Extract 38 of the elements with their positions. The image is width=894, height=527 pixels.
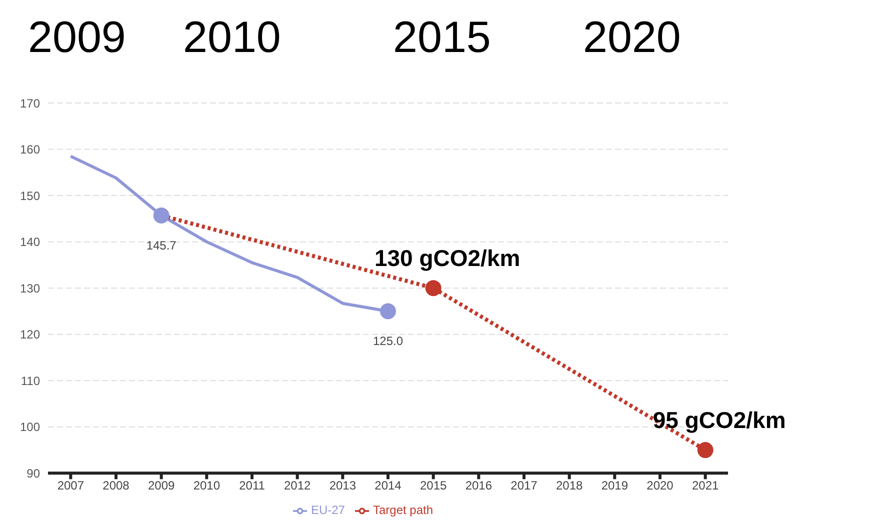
y-tick-label: 130 — [20, 281, 40, 296]
point — [380, 303, 396, 320]
legend-label: Target path — [372, 503, 434, 518]
data-label: 125.0 — [372, 334, 404, 348]
x-tick-label: 2009 — [148, 478, 176, 493]
point — [153, 207, 170, 224]
y-tick-label: 140 — [20, 235, 40, 250]
text: 2010 — [183, 13, 281, 63]
y-tick-label: 120 — [20, 328, 40, 342]
y-tick-label: 90 — [26, 466, 40, 480]
point — [425, 280, 442, 296]
x-tick-label: 2020 — [646, 478, 674, 493]
y-tick-label: 150 — [20, 188, 40, 203]
data-label: 130 gCO2/km — [374, 245, 520, 272]
x-tick-label: 2014 — [374, 478, 402, 493]
legend-label: EU-27 — [310, 503, 345, 518]
data-label: 145.7 — [146, 238, 177, 252]
x-tick-label: 2008 — [102, 478, 130, 493]
x-tick-label: 2019 — [601, 478, 628, 493]
data-label: 95 gCO2/km — [652, 407, 786, 434]
x-tick-label: 2016 — [465, 478, 492, 493]
x-tick-label: 2007 — [57, 478, 84, 493]
y-tick-label: 170 — [20, 96, 40, 110]
x-tick-label: 2018 — [556, 478, 584, 493]
text: 2009 — [28, 13, 126, 63]
x-tick-label: 2017 — [510, 478, 538, 493]
text: 2015 — [393, 13, 491, 63]
y-tick-label: 100 — [20, 420, 40, 434]
x-tick-label: 2021 — [692, 478, 720, 493]
y-tick-label: 110 — [20, 374, 40, 388]
x-tick-label: 2013 — [329, 478, 356, 493]
y-tick-label: 160 — [20, 142, 40, 157]
x-tick-label: 2011 — [239, 478, 266, 493]
point — [697, 442, 714, 458]
x-tick-label: 2010 — [193, 478, 220, 493]
x-tick-label: 2015 — [420, 478, 448, 493]
text: 2020 — [583, 13, 681, 63]
x-tick-label: 2012 — [284, 478, 312, 493]
